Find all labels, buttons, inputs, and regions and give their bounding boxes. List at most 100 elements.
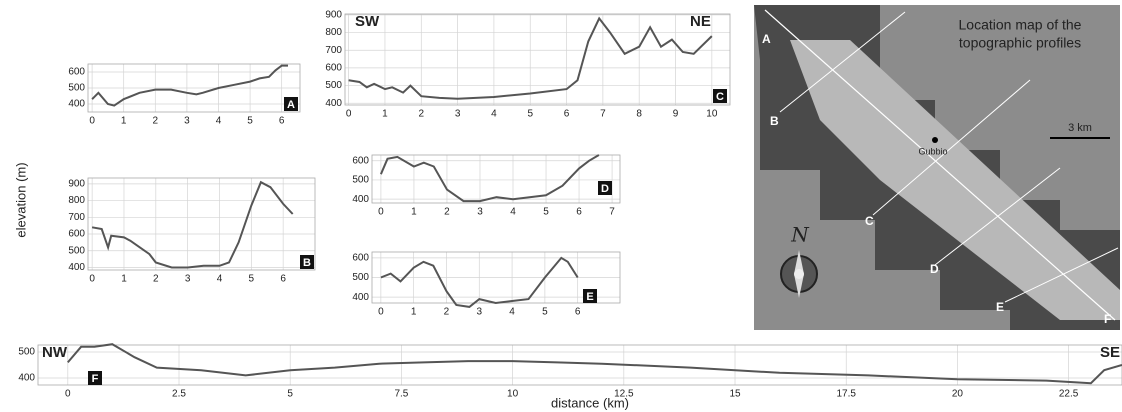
town-label: Gubbio bbox=[918, 146, 947, 156]
y-tick-label: 700 bbox=[68, 212, 85, 223]
y-tick-label: 900 bbox=[325, 10, 342, 21]
x-tick-label: 0 bbox=[89, 274, 95, 285]
x-tick-label: 15 bbox=[729, 389, 741, 400]
y-tick-label: 400 bbox=[68, 262, 85, 273]
compass-center bbox=[794, 269, 804, 279]
x-tick-label: 10 bbox=[706, 109, 718, 120]
x-tick-label: 10 bbox=[507, 389, 519, 400]
x-tick-label: 0 bbox=[65, 389, 71, 400]
town-marker bbox=[932, 137, 938, 143]
profile-label: A bbox=[762, 32, 771, 46]
y-tick-label: 800 bbox=[68, 195, 85, 206]
x-tick-label: 3 bbox=[477, 207, 483, 218]
x-tick-label: 4 bbox=[509, 307, 515, 318]
x-tick-label: 2.5 bbox=[172, 389, 186, 400]
direction-label: SW bbox=[355, 13, 380, 30]
x-tick-label: 1 bbox=[382, 109, 388, 120]
y-tick-label: 400 bbox=[352, 292, 369, 303]
x-tick-label: 6 bbox=[280, 274, 286, 285]
x-tick-label: 0 bbox=[346, 109, 352, 120]
y-tick-label: 600 bbox=[68, 229, 85, 240]
x-tick-label: 2 bbox=[444, 307, 450, 318]
x-tick-label: 2 bbox=[444, 207, 450, 218]
y-tick-label: 800 bbox=[325, 27, 342, 38]
x-tick-label: 4 bbox=[491, 109, 497, 120]
x-tick-label: 5 bbox=[249, 274, 255, 285]
x-tick-label: 5 bbox=[543, 207, 549, 218]
direction-label: SE bbox=[1100, 344, 1120, 361]
x-tick-label: 7 bbox=[609, 207, 615, 218]
x-tick-label: 6 bbox=[576, 207, 582, 218]
location-map: Location map of the topographic profiles… bbox=[754, 5, 1120, 330]
y-tick-label: 400 bbox=[352, 194, 369, 205]
y-tick-label: 600 bbox=[325, 63, 342, 74]
x-tick-label: 3 bbox=[455, 109, 461, 120]
y-tick-label: 500 bbox=[325, 80, 342, 91]
x-tick-label: 9 bbox=[673, 109, 679, 120]
x-tick-label: 5 bbox=[527, 109, 533, 120]
figure: elevation (m) distance (km) Location map… bbox=[0, 0, 1122, 412]
y-tick-label: 600 bbox=[68, 67, 85, 78]
map-title: Location map of the bbox=[959, 17, 1082, 33]
y-tick-label: 700 bbox=[325, 45, 342, 56]
x-tick-label: 4 bbox=[510, 207, 516, 218]
y-tick-label: 600 bbox=[352, 155, 369, 166]
profile-badge-label: B bbox=[303, 257, 311, 269]
profile-badge-label: E bbox=[586, 291, 593, 303]
profile-badge-label: F bbox=[92, 373, 99, 385]
x-tick-label: 8 bbox=[636, 109, 642, 120]
y-tick-label: 500 bbox=[18, 347, 35, 358]
y-tick-label: 500 bbox=[68, 245, 85, 256]
x-tick-label: 0 bbox=[378, 307, 384, 318]
y-tick-label: 400 bbox=[325, 98, 342, 109]
profile-label: C bbox=[865, 214, 874, 228]
x-tick-label: 1 bbox=[411, 307, 417, 318]
x-tick-label: 3 bbox=[476, 307, 482, 318]
x-tick-label: 22.5 bbox=[1059, 389, 1079, 400]
x-tick-label: 5 bbox=[247, 116, 253, 127]
x-tick-label: 6 bbox=[575, 307, 581, 318]
direction-label: NW bbox=[42, 344, 68, 361]
x-tick-label: 5 bbox=[287, 389, 293, 400]
profile-label: E bbox=[996, 300, 1004, 314]
x-tick-label: 7 bbox=[600, 109, 606, 120]
north-label: N bbox=[790, 223, 810, 247]
profile-badge-label: C bbox=[716, 91, 724, 103]
y-tick-label: 500 bbox=[352, 272, 369, 283]
profile-label: F bbox=[1104, 312, 1111, 326]
y-tick-label: 500 bbox=[68, 83, 85, 94]
x-tick-label: 3 bbox=[185, 274, 191, 285]
y-tick-label: 900 bbox=[68, 178, 85, 189]
x-tick-label: 4 bbox=[217, 274, 223, 285]
x-tick-label: 17.5 bbox=[836, 389, 856, 400]
x-tick-label: 0 bbox=[378, 207, 384, 218]
x-tick-label: 0 bbox=[89, 116, 95, 127]
x-tick-label: 2 bbox=[153, 116, 159, 127]
y-tick-label: 400 bbox=[18, 373, 35, 384]
x-tick-label: 7.5 bbox=[394, 389, 408, 400]
x-tick-label: 5 bbox=[542, 307, 548, 318]
y-tick-label: 500 bbox=[352, 175, 369, 186]
x-tick-label: 2 bbox=[418, 109, 424, 120]
y-tick-label: 400 bbox=[68, 99, 85, 110]
x-tick-label: 3 bbox=[184, 116, 190, 127]
x-tick-label: 20 bbox=[952, 389, 964, 400]
x-tick-label: 12.5 bbox=[614, 389, 634, 400]
x-tick-label: 1 bbox=[121, 116, 127, 127]
y-axis-title: elevation (m) bbox=[13, 162, 28, 237]
plot-frame bbox=[88, 178, 315, 270]
profile-badge-label: D bbox=[601, 183, 609, 195]
profile-line bbox=[92, 66, 288, 106]
profile-badge-label: A bbox=[287, 99, 295, 111]
profile-label: B bbox=[770, 114, 779, 128]
x-tick-label: 4 bbox=[216, 116, 222, 127]
map-title: topographic profiles bbox=[959, 35, 1081, 51]
x-tick-label: 6 bbox=[564, 109, 570, 120]
x-tick-label: 1 bbox=[121, 274, 127, 285]
profile-line bbox=[68, 344, 1122, 383]
y-tick-label: 600 bbox=[352, 253, 369, 264]
direction-label: NE bbox=[690, 13, 711, 30]
profile-line bbox=[92, 182, 293, 267]
x-tick-label: 6 bbox=[279, 116, 285, 127]
x-tick-label: 2 bbox=[153, 274, 159, 285]
